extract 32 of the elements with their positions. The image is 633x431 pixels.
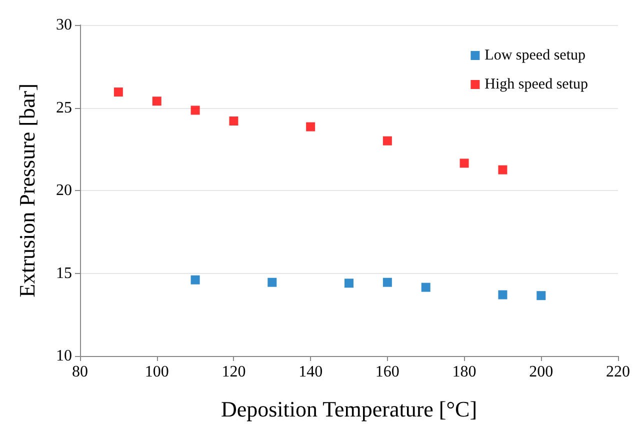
point <box>190 106 200 115</box>
point <box>229 116 238 126</box>
point <box>421 282 430 292</box>
point <box>460 158 469 168</box>
x-tick-label: 180 <box>452 364 476 380</box>
y-tick-label: 25 <box>56 99 72 116</box>
point <box>268 278 277 287</box>
y-tick-label: 20 <box>56 182 72 199</box>
y-axis-title: Extrusion Pressure [bar] <box>14 84 40 298</box>
point <box>382 278 392 287</box>
x-tick-label: 220 <box>606 364 630 380</box>
point <box>536 291 546 300</box>
x-tick-label: 120 <box>222 364 246 380</box>
x-tick-label: 80 <box>72 364 88 380</box>
legend-label: High speed setup <box>484 76 588 92</box>
y-tick-label: 10 <box>56 348 72 364</box>
x-tick-label: 160 <box>375 364 400 380</box>
point <box>382 136 392 146</box>
x-tick-label: 100 <box>144 364 169 380</box>
x-tick-label: 140 <box>298 364 323 380</box>
y-tick-label: 15 <box>56 264 72 282</box>
point <box>152 96 162 106</box>
point <box>114 88 123 97</box>
point <box>190 275 200 284</box>
x-axis-title: Deposition Temperature [°C] <box>220 396 478 422</box>
point <box>306 122 316 132</box>
point <box>344 278 354 288</box>
y-tick-label: 30 <box>56 16 72 34</box>
point <box>498 290 508 300</box>
point <box>498 165 508 174</box>
legend-label: Low speed setup <box>484 48 586 64</box>
x-tick-label: 200 <box>529 364 554 380</box>
